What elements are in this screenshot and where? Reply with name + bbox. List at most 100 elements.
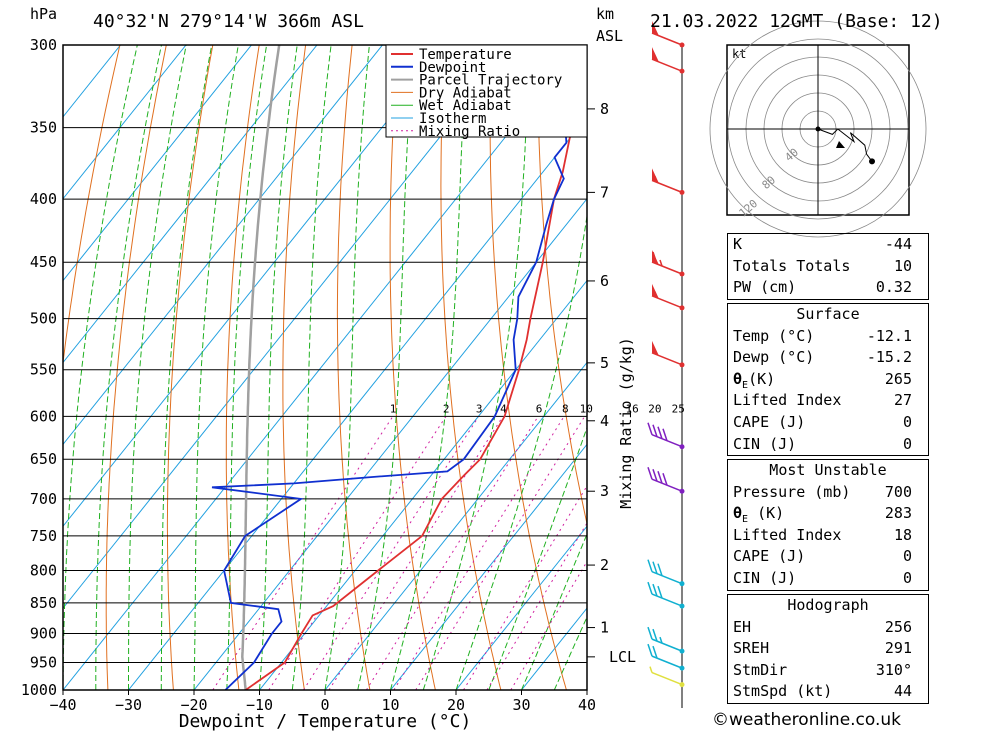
wet-adiabat-line	[259, 45, 298, 690]
sreh-value: 291	[884, 639, 912, 658]
wind-barb-halfflag	[649, 666, 653, 673]
isobars	[63, 44, 587, 691]
wet-adiabat-line	[226, 45, 268, 690]
wet-adiabat-line	[128, 45, 187, 690]
mixing-ratio-line	[365, 416, 539, 690]
mixing-ratio-line	[268, 416, 447, 690]
wet-adiabat-line	[193, 45, 239, 690]
pressure-tick-label: 700	[30, 490, 57, 508]
eh-value: 256	[884, 617, 912, 636]
wet-adiabat-line	[488, 425, 587, 690]
hodograph-unit-label: kt	[732, 47, 746, 61]
wind-barb-halfflag	[659, 636, 663, 644]
wind-barb-point	[679, 648, 685, 654]
pressure-tick-label: 900	[30, 625, 57, 643]
profiles	[211, 45, 587, 690]
wind-barb-flag	[657, 563, 663, 576]
wind-barb-flag	[662, 428, 668, 441]
mu-li-value: 18	[893, 525, 912, 544]
mixing-ratio-value-label: 8	[562, 402, 569, 415]
wind-barb-shaft	[651, 671, 683, 686]
wind-barb-point	[679, 444, 685, 450]
hodograph-trace	[817, 128, 873, 162]
surface-dewp-value: -15.2	[866, 348, 912, 367]
mixing-ratio-line	[463, 485, 587, 690]
legend-entry-label: Dewpoint	[419, 60, 486, 76]
pressure-tick-label: 600	[30, 407, 57, 425]
x-tick-label: 40	[578, 696, 596, 714]
dry-adiabat-line	[956, 45, 1000, 690]
wind-barb-point	[679, 581, 685, 587]
isotherm-line	[455, 525, 587, 690]
x-tick-label: −30	[115, 696, 142, 714]
mixing-ratio-value-label: 10	[580, 402, 593, 415]
wind-barb-column	[647, 21, 685, 708]
dewpoint-profile-line	[211, 45, 568, 690]
wind-barb-pennant	[652, 340, 659, 356]
wind-barb-flag	[647, 422, 653, 435]
x-tick-label: 10	[381, 696, 399, 714]
stmdir-value: 310°	[875, 660, 912, 679]
surface-theta-e-value: 265	[884, 369, 912, 388]
wind-barb-flag	[657, 585, 663, 599]
credit-link[interactable]: ©weatheronline.co.uk	[712, 710, 902, 730]
surface-theta-e-label: θE(K)	[733, 369, 776, 391]
surface-cin-value: 0	[902, 434, 912, 453]
wind-barb-flag	[652, 645, 658, 659]
mu-pressure-label: Pressure (mb)	[733, 482, 851, 501]
height-tick-label: LCL	[609, 648, 636, 666]
wind-barb-pennant	[652, 283, 659, 299]
legend-entry-label: Wet Adiabat	[419, 98, 512, 114]
dry-adiabat-line	[282, 45, 307, 690]
x-tick-label: −10	[246, 696, 273, 714]
wind-barb-flag	[652, 561, 658, 574]
indices-panel: K -44 Totals Totals 10 PW (cm) 0.32	[727, 233, 929, 300]
temperature-profile-line	[245, 100, 587, 690]
isotherm-line	[193, 197, 587, 690]
pw-label: PW (cm)	[733, 278, 797, 297]
pw-value: 0.32	[875, 278, 912, 297]
wind-barb-flag	[647, 643, 653, 657]
pressure-tick-label: 350	[30, 119, 57, 137]
stmdir-label: StmDir	[733, 660, 788, 679]
wind-barb-pennant	[652, 168, 659, 184]
location-title: 40°32'N 279°14'W 366m ASL	[93, 11, 364, 32]
totals-totals-value: 10	[893, 256, 912, 275]
wind-barb-point	[679, 305, 685, 311]
pressure-tick-label: 550	[30, 361, 57, 379]
mu-cin-value: 0	[902, 568, 912, 587]
mixing-ratio-line	[393, 416, 565, 690]
wind-barb-flag	[652, 583, 658, 597]
pressure-tick-label: 1000	[21, 681, 57, 699]
mu-cape-label: CAPE (J)	[733, 547, 806, 566]
plot-frame	[62, 44, 588, 691]
datetime-title: 21.03.2022 12GMT (Base: 12)	[650, 11, 943, 32]
sreh-label: SREH	[733, 639, 770, 658]
dry-adiabat-line	[389, 45, 436, 690]
dry-adiabat-line	[225, 45, 260, 690]
wet-adiabat-line	[521, 532, 587, 690]
wind-barb-flag	[657, 470, 663, 484]
surface-li-label: Lifted Index	[733, 391, 842, 410]
wind-barb-flag	[652, 251, 658, 265]
x-axis-title: Dewpoint / Temperature (°C)	[179, 711, 472, 732]
height-tick-label: 1	[600, 619, 609, 637]
wind-barb-flag	[647, 626, 653, 640]
surface-cape-value: 0	[902, 412, 912, 431]
wind-barb-point	[679, 682, 685, 688]
wind-barb-halfflag	[654, 291, 658, 299]
mu-cin-label: CIN (J)	[733, 568, 797, 587]
pressure-tick-label: 500	[30, 310, 57, 328]
hpa-unit-label: hPa	[30, 5, 57, 23]
isotherm-line	[63, 45, 514, 609]
storm-motion-marker	[836, 141, 845, 148]
isotherm-line	[63, 45, 187, 200]
km-unit-label: km	[596, 5, 614, 23]
wind-barb-flag	[652, 424, 658, 437]
wind-barb-point	[679, 362, 685, 368]
pressure-tick-label: 950	[30, 654, 57, 672]
wet-adiabat-line	[357, 45, 415, 690]
surface-cape-label: CAPE (J)	[733, 412, 806, 431]
pressure-tick-label: 850	[30, 594, 57, 612]
